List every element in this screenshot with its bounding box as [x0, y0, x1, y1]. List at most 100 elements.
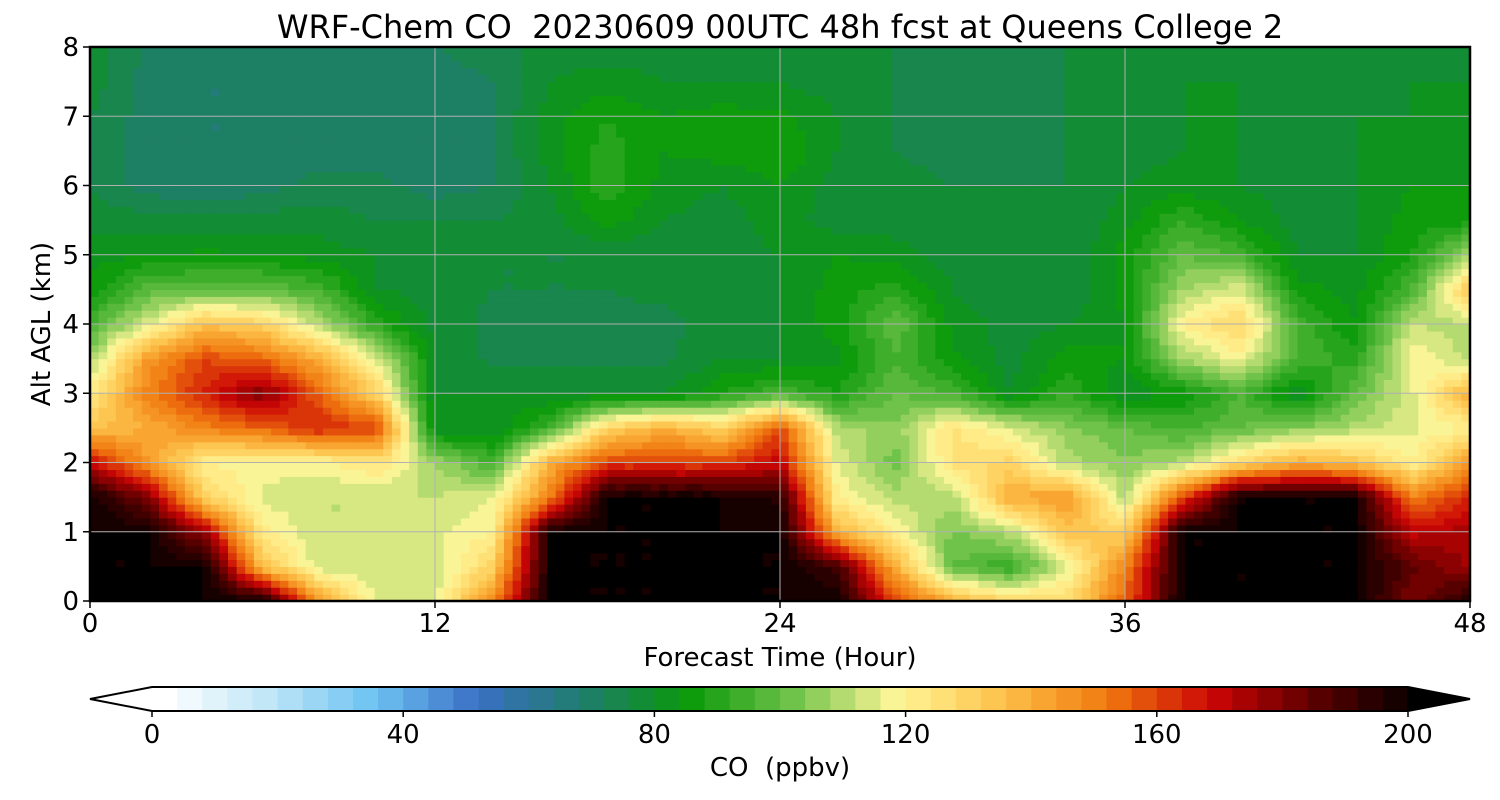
heat-cell — [1461, 587, 1470, 595]
heat-cell — [1064, 476, 1074, 484]
heat-cell — [736, 476, 747, 484]
heat-cell — [1245, 448, 1255, 457]
heat-cell — [1435, 393, 1445, 401]
heat-cell — [1125, 538, 1135, 547]
heat-cell — [538, 552, 548, 561]
heat-cell — [624, 455, 634, 464]
heat-cell — [340, 483, 350, 491]
heat-cell — [883, 483, 893, 491]
heat-cell — [1254, 497, 1264, 505]
heat-cell — [1073, 386, 1083, 394]
heat-cell — [253, 448, 264, 457]
heat-cell — [288, 510, 298, 519]
heat-cell — [210, 566, 220, 574]
heat-cell — [754, 483, 764, 491]
heat-cell — [279, 573, 289, 581]
heat-cell — [1047, 510, 1057, 519]
heat-cell — [1185, 517, 1195, 526]
heat-cell — [193, 386, 203, 394]
heat-cell — [443, 531, 453, 540]
heat-cell — [788, 524, 798, 533]
heat-cell — [141, 504, 151, 512]
heat-cell — [1099, 517, 1109, 526]
heat-cell — [814, 524, 824, 533]
heat-cell — [1280, 531, 1290, 540]
heat-cell — [150, 455, 160, 464]
heat-cell — [1323, 386, 1333, 394]
heat-cell — [564, 490, 574, 498]
heat-cell — [331, 580, 341, 588]
heat-cell — [1116, 504, 1126, 512]
heat-cell — [1392, 469, 1402, 477]
heat-cell — [512, 504, 522, 512]
heat-cell — [314, 420, 324, 429]
heat-cell — [1314, 386, 1324, 394]
heat-cell — [1375, 587, 1385, 595]
heat-cell — [564, 462, 574, 471]
heat-cell — [167, 420, 177, 429]
heat-cell — [909, 497, 919, 505]
heat-cell — [374, 504, 384, 512]
heat-cell — [900, 594, 910, 601]
heat-cell — [1332, 566, 1342, 574]
heat-cell — [1047, 448, 1057, 457]
heat-cell — [1116, 531, 1126, 540]
heat-cell — [547, 559, 557, 567]
heat-cell — [573, 566, 583, 574]
heat-cell — [383, 462, 393, 471]
heat-cell — [1099, 483, 1109, 491]
heat-cell — [219, 414, 229, 422]
heat-cell — [1392, 497, 1402, 505]
heat-cell — [693, 538, 703, 547]
heat-cell — [1150, 427, 1161, 436]
heat-cell — [374, 559, 384, 567]
heat-cell — [1150, 594, 1161, 601]
heat-cell — [124, 448, 134, 457]
heat-cell — [857, 407, 867, 415]
heat-cell — [452, 587, 462, 595]
heat-cell — [642, 441, 652, 450]
heat-cell — [504, 448, 514, 457]
heat-cell — [469, 538, 479, 547]
heat-cell — [331, 504, 341, 512]
heat-cell — [1056, 407, 1066, 415]
heat-cell — [1176, 517, 1186, 526]
heat-cell — [745, 559, 755, 567]
heat-cell — [133, 441, 143, 450]
heat-cell — [1125, 594, 1135, 601]
heat-cell — [780, 455, 790, 464]
heat-cell — [1142, 580, 1152, 588]
heat-cell — [892, 441, 902, 450]
heat-cell — [1340, 386, 1350, 394]
heat-cell — [1228, 427, 1238, 436]
heat-cell — [1383, 504, 1393, 512]
heat-cell — [245, 441, 255, 450]
heat-cell — [184, 400, 195, 408]
heat-cell — [150, 448, 160, 457]
heat-cell — [900, 559, 910, 567]
heat-cell — [771, 483, 781, 491]
heat-cell — [253, 414, 264, 422]
heat-cell — [650, 566, 660, 574]
heat-cell — [1245, 441, 1255, 450]
heat-cell — [805, 448, 816, 457]
heat-cell — [1263, 393, 1273, 401]
heat-cell — [693, 441, 703, 450]
heat-cell — [573, 594, 583, 601]
heat-cell — [1314, 497, 1324, 505]
heat-cell — [176, 566, 186, 574]
heat-cell — [900, 420, 910, 429]
heat-cell — [693, 524, 703, 533]
heat-cell — [866, 441, 876, 450]
heat-cell — [1237, 441, 1247, 450]
heat-cell — [1401, 400, 1411, 408]
heat-cell — [262, 594, 272, 601]
heat-cell — [849, 400, 859, 408]
heat-cell — [1004, 393, 1014, 401]
heat-cell — [1202, 400, 1212, 408]
heat-cell — [1107, 587, 1117, 595]
heat-cell — [322, 566, 333, 574]
heat-cell — [374, 517, 384, 526]
heat-cell — [1340, 441, 1350, 450]
heat-cell — [754, 400, 764, 408]
